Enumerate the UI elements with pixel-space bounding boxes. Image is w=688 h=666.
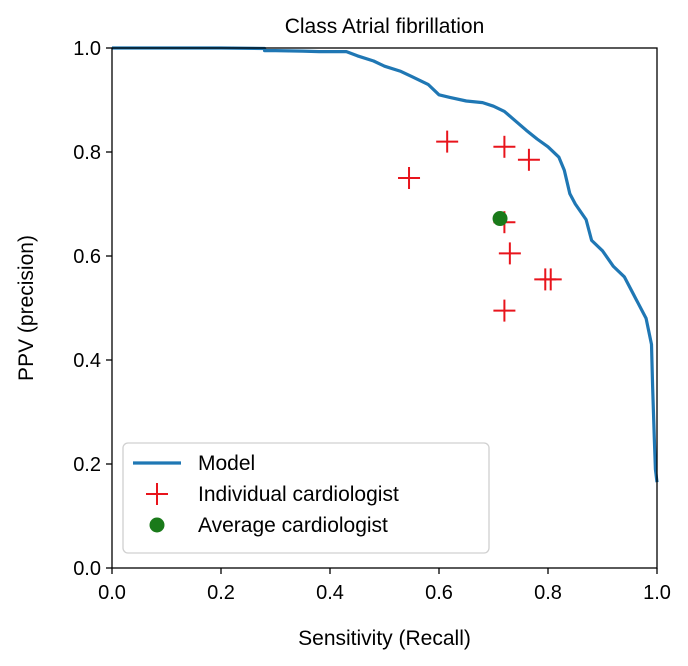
chart-title: Class Atrial fibrillation <box>285 15 485 38</box>
legend-entry-label: Individual cardiologist <box>198 483 399 506</box>
legend-box <box>122 442 490 554</box>
individual-cardiologist-point <box>539 268 562 291</box>
individual-cardiologist-point <box>517 148 540 171</box>
plot-area <box>112 46 659 483</box>
y-tick-label: 1.0 <box>73 38 101 60</box>
average-cardiologist-point <box>492 211 508 227</box>
individual-cardiologist-point <box>436 130 459 153</box>
y-axis-label: PPV (precision) <box>15 235 38 381</box>
legend-average-swatch <box>149 517 165 533</box>
y-tick-label: 0.4 <box>73 350 101 372</box>
x-tick-label: 0.8 <box>534 582 562 604</box>
x-tick-label: 0.2 <box>207 582 235 604</box>
y-tick-label: 0.0 <box>73 558 101 580</box>
model-pr-curve <box>112 46 659 483</box>
x-axis-label: Sensitivity (Recall) <box>298 627 471 650</box>
y-tick-label: 0.2 <box>73 454 101 476</box>
x-tick-label: 0.4 <box>316 582 344 604</box>
x-tick-label: 1.0 <box>643 582 671 604</box>
y-tick-label: 0.8 <box>73 142 101 164</box>
individual-cardiologist-point <box>398 167 421 189</box>
x-tick-label: 0.6 <box>425 582 453 604</box>
individual-cardiologist-point <box>493 135 516 158</box>
legend-entry-label: Average cardiologist <box>198 514 388 537</box>
y-tick-label: 0.6 <box>73 246 101 268</box>
individual-cardiologist-point <box>498 242 521 265</box>
plot-frame <box>111 47 658 569</box>
individual-cardiologist-point <box>493 299 516 322</box>
legend-entry-label: Model <box>198 452 255 475</box>
legend-individual-swatch <box>146 483 168 505</box>
x-tick-label: 0.0 <box>98 582 126 604</box>
legend: Model Individual cardiologist Average card… <box>122 442 490 554</box>
axis-ticks: 0.0 0.2 0.4 0.6 0.8 1.0 0.0 0.2 0.4 0.6 0.8 1.0 <box>73 38 671 604</box>
